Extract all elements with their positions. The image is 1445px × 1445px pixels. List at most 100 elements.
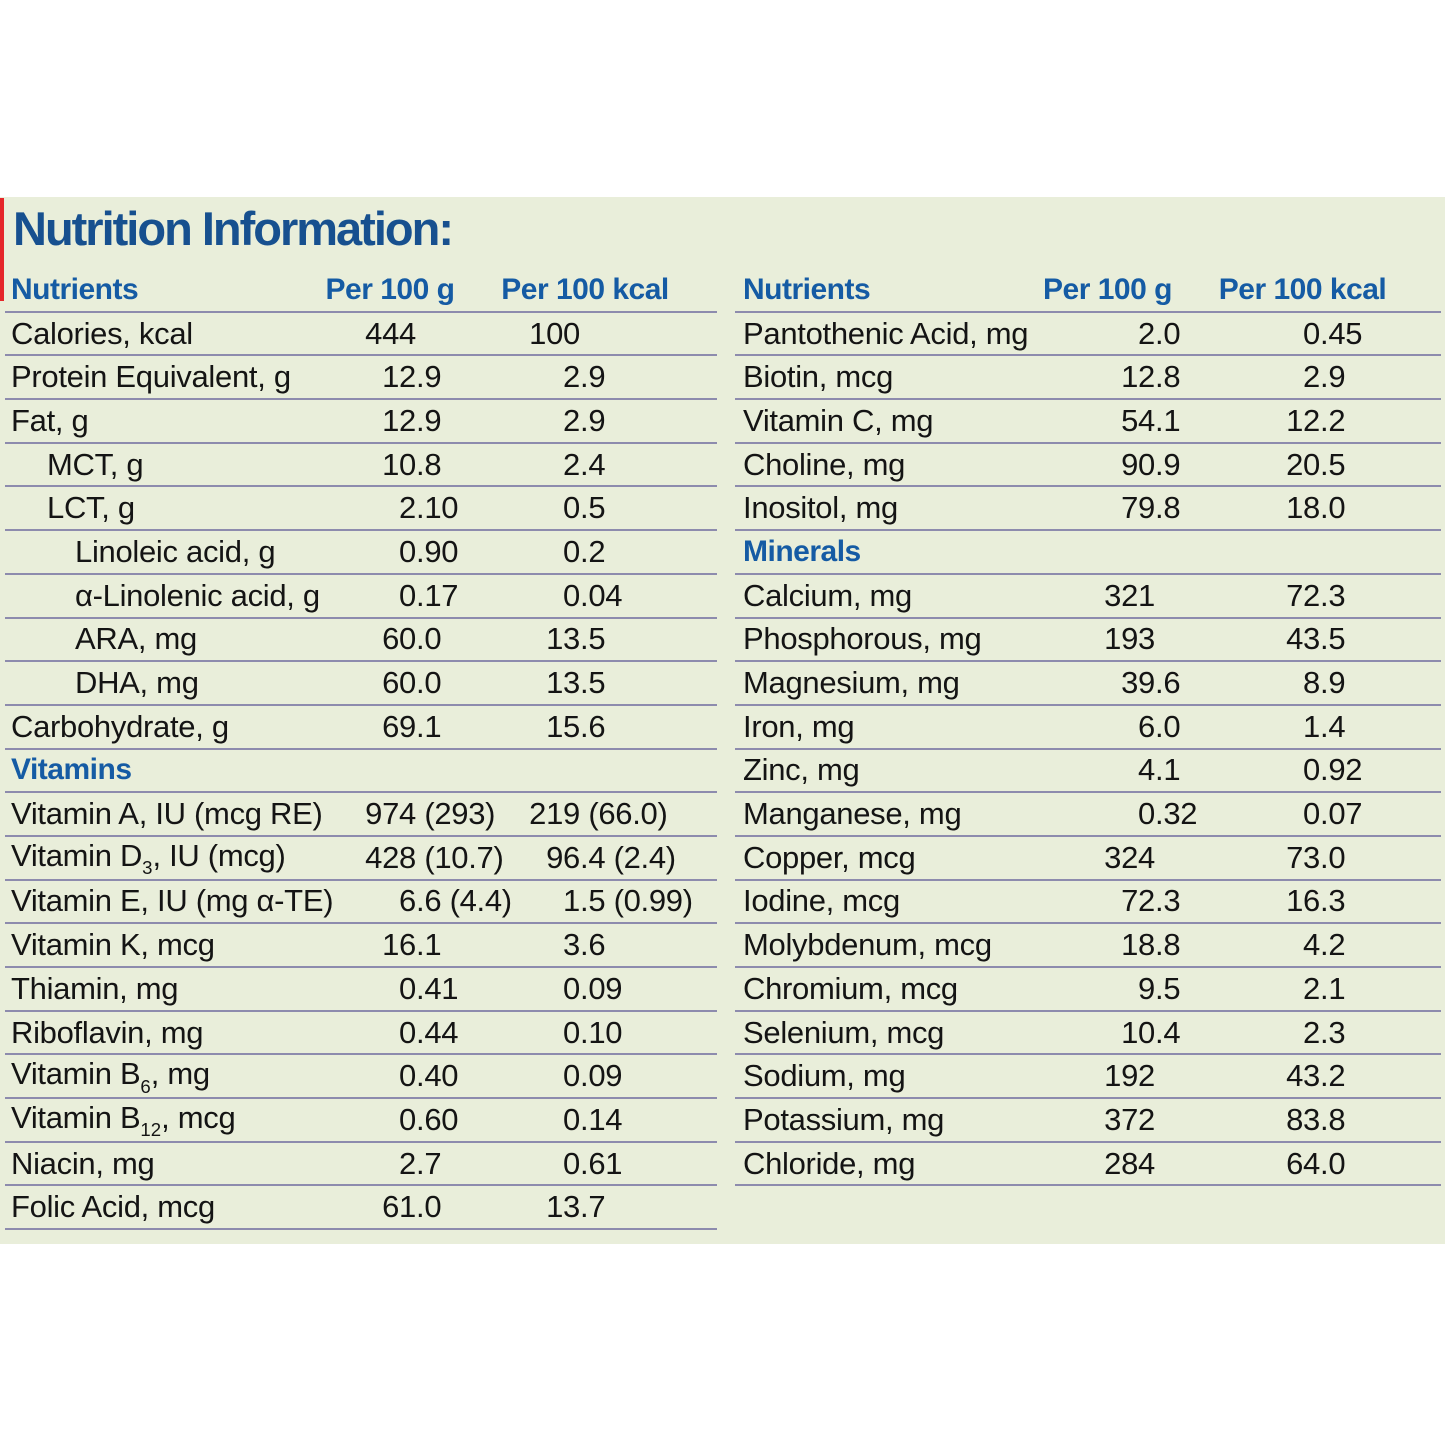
value-per-100-kcal: 96.4 (2.4) [546, 839, 676, 875]
nutrient-row: Iron, mg 6.0 1.4 [735, 706, 1441, 750]
value-per-100-g: 79.8 [1121, 490, 1181, 526]
value-per-100-kcal: 43.2 [1286, 1058, 1346, 1094]
value-per-100-kcal: 2.9 [563, 402, 606, 438]
subscript: 12 [140, 1119, 162, 1141]
value-per-100-g: 60.0 [382, 621, 442, 657]
value-per-100-g: 444 [365, 315, 416, 351]
value-per-100-g: 90.9 [1121, 446, 1181, 482]
value-per-100-kcal: 2.3 [1303, 1014, 1346, 1050]
value-per-100-g: 0.41 [399, 970, 459, 1006]
value-per-100-g: 12.8 [1121, 359, 1181, 395]
col-header-per-100-g: Per 100 g [1043, 272, 1172, 306]
nutrient-row: Potassium, mg 372 83.8 [735, 1099, 1441, 1143]
col-header-per-100-kcal: Per 100 kcal [1218, 272, 1387, 306]
value-per-100-g: 372 [1104, 1101, 1155, 1137]
nutrient-label: α-Linolenic acid, g [75, 577, 320, 613]
nutrient-row: ARA, mg 60.0 13.5 [5, 619, 717, 663]
nutrient-row: Sodium, mg 192 43.2 [735, 1055, 1441, 1100]
value-per-100-g: 9.5 [1138, 970, 1181, 1006]
nutrient-label: Pantothenic Acid, mg [743, 315, 1029, 351]
nutrient-row: Molybdenum, mcg 18.8 4.2 [735, 924, 1441, 968]
value-per-100-kcal: 15.6 [546, 708, 606, 744]
value-per-100-kcal: 4.2 [1303, 927, 1346, 963]
nutrient-label: Potassium, mg [743, 1101, 945, 1137]
value-per-100-kcal: 43.5 [1286, 621, 1346, 657]
value-per-100-g: 192 [1104, 1058, 1155, 1094]
value-per-100-g: 0.40 [399, 1058, 459, 1094]
value-per-100-g: 321 [1104, 577, 1155, 613]
nutrient-row: Chromium, mcg 9.5 2.1 [735, 968, 1441, 1012]
value-per-100-kcal: 0.09 [563, 970, 623, 1006]
value-per-100-g: 69.1 [382, 708, 442, 744]
value-per-100-kcal: 2.9 [1303, 359, 1346, 395]
nutrition-table-right: Nutrients Per 100 g Per 100 kcal Pantoth… [735, 269, 1441, 1187]
nutrient-label: Niacin, mg [11, 1145, 155, 1181]
col-header-per-100-g: Per 100 g [325, 272, 455, 306]
nutrient-row: Vitamin E, IU (mg α-TE) 6.6 (4.4) 1.5 (0.9… [5, 881, 717, 925]
nutrient-label: Vitamin A, IU (mcg RE) [11, 796, 323, 832]
value-per-100-kcal: 100 [529, 315, 580, 351]
nutrient-row: Niacin, mg 2.7 0.61 [5, 1143, 717, 1187]
nutrient-row: Vitamin B12, mcg 0.60 0.14 [5, 1099, 717, 1143]
value-per-100-g: 193 [1104, 621, 1155, 657]
value-per-100-g: 54.1 [1121, 402, 1181, 438]
nutrient-row: Calcium, mg 321 72.3 [735, 575, 1441, 619]
value-per-100-kcal: 1.5 (0.99) [563, 883, 693, 919]
value-per-100-g: 2.10 [399, 490, 459, 526]
value-per-100-g: 39.6 [1121, 665, 1181, 701]
nutrient-row: Vitamin D3, IU (mcg) 428 (10.7) 96.4 (2.4) [5, 837, 717, 881]
col-header-per-100-kcal: Per 100 kcal [501, 272, 669, 306]
nutrient-row: Copper, mcg 324 73.0 [735, 837, 1441, 881]
nutrient-label: Iron, mg [743, 708, 855, 744]
value-per-100-g: 324 [1104, 839, 1155, 875]
table-rows: Calories, kcal 444 100 Protein Equivalent, … [5, 313, 717, 1231]
value-per-100-kcal: 73.0 [1286, 839, 1346, 875]
section-header-row: Vitamins [5, 750, 717, 794]
value-per-100-kcal: 13.7 [546, 1189, 606, 1225]
nutrient-row: Vitamin A, IU (mcg RE) 974 (293) 219 (66.0… [5, 793, 717, 837]
nutrient-label: LCT, g [47, 490, 135, 526]
nutrient-label: Vitamin E, IU (mg α-TE) [11, 883, 334, 919]
value-per-100-kcal: 2.4 [563, 446, 606, 482]
nutrient-label: Inositol, mg [743, 490, 898, 526]
nutrient-label: Molybdenum, mcg [743, 927, 992, 963]
nutrient-row: Calories, kcal 444 100 [5, 313, 717, 357]
value-per-100-g: 18.8 [1121, 927, 1181, 963]
nutrient-row: Iodine, mcg 72.3 16.3 [735, 881, 1441, 925]
nutrient-label: Carbohydrate, g [11, 708, 229, 744]
value-per-100-g: 6.0 [1138, 708, 1181, 744]
nutrient-label: Protein Equivalent, g [11, 359, 291, 395]
value-per-100-kcal: 64.0 [1286, 1145, 1346, 1181]
nutrient-row: Phosphorous, mg 193 43.5 [735, 619, 1441, 663]
nutrient-row: Biotin, mcg 12.8 2.9 [735, 356, 1441, 401]
value-per-100-g: 2.7 [399, 1145, 442, 1181]
nutrient-label: Choline, mg [743, 446, 906, 482]
value-per-100-kcal: 18.0 [1286, 490, 1346, 526]
nutrient-label: Sodium, mg [743, 1058, 906, 1094]
value-per-100-kcal: 2.9 [563, 359, 606, 395]
nutrient-row: Fat, g 12.9 2.9 [5, 400, 717, 444]
nutrient-row: Magnesium, mg 39.6 8.9 [735, 662, 1441, 706]
nutrient-label: Zinc, mg [743, 752, 860, 788]
value-per-100-g: 72.3 [1121, 883, 1181, 919]
nutrient-label: Riboflavin, mg [11, 1014, 204, 1050]
nutrient-row: Pantothenic Acid, mg 2.0 0.45 [735, 313, 1441, 357]
value-per-100-g: 0.44 [399, 1014, 459, 1050]
value-per-100-g: 0.90 [399, 533, 459, 569]
nutrient-label: Copper, mcg [743, 839, 916, 875]
nutrient-label: Calcium, mg [743, 577, 912, 613]
nutrient-label: Vitamin D3, IU (mcg) [11, 837, 286, 878]
nutrient-row: Zinc, mg 4.1 0.92 [735, 750, 1441, 794]
value-per-100-kcal: 2.1 [1303, 970, 1346, 1006]
value-per-100-kcal: 0.2 [563, 533, 606, 569]
value-per-100-kcal: 72.3 [1286, 577, 1346, 613]
nutrient-row: Protein Equivalent, g 12.9 2.9 [5, 356, 717, 401]
nutrient-row: Carbohydrate, g 69.1 15.6 [5, 706, 717, 750]
nutrient-row: Inositol, mg 79.8 18.0 [735, 487, 1441, 532]
value-per-100-kcal: 219 (66.0) [529, 796, 668, 832]
value-per-100-kcal: 0.09 [563, 1058, 623, 1094]
value-per-100-g: 61.0 [382, 1189, 442, 1225]
nutrient-row: LCT, g 2.10 0.5 [5, 487, 717, 532]
value-per-100-kcal: 16.3 [1286, 883, 1346, 919]
value-per-100-kcal: 3.6 [563, 927, 606, 963]
